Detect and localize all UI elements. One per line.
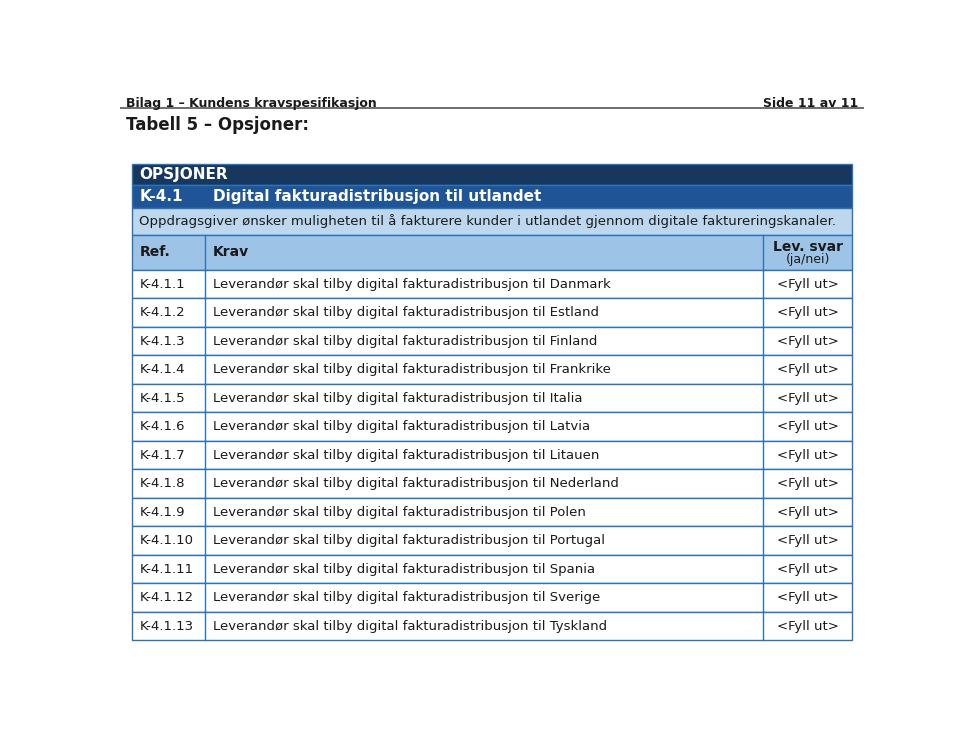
Bar <box>132 209 852 234</box>
Text: Leverandør skal tilby digital fakturadistribusjon til Tyskland: Leverandør skal tilby digital fakturadis… <box>213 620 607 633</box>
Text: Leverandør skal tilby digital fakturadistribusjon til Italia: Leverandør skal tilby digital fakturadis… <box>213 392 583 404</box>
Bar <box>132 413 852 441</box>
Text: K-4.1.10: K-4.1.10 <box>139 534 193 547</box>
Bar <box>132 555 852 583</box>
Text: Digital fakturadistribusjon til utlandet: Digital fakturadistribusjon til utlandet <box>213 189 541 204</box>
Bar <box>132 186 852 209</box>
Bar <box>132 470 852 498</box>
Text: Lev. svar: Lev. svar <box>773 240 843 254</box>
Text: <Fyll ut>: <Fyll ut> <box>777 591 839 604</box>
Text: K-4.1.13: K-4.1.13 <box>139 620 194 633</box>
Text: Leverandør skal tilby digital fakturadistribusjon til Finland: Leverandør skal tilby digital fakturadis… <box>213 335 597 348</box>
Text: <Fyll ut>: <Fyll ut> <box>777 505 839 519</box>
Bar <box>132 355 852 384</box>
Text: Leverandør skal tilby digital fakturadistribusjon til Litauen: Leverandør skal tilby digital fakturadis… <box>213 449 599 462</box>
Text: Leverandør skal tilby digital fakturadistribusjon til Sverige: Leverandør skal tilby digital fakturadis… <box>213 591 600 604</box>
Bar <box>132 164 852 186</box>
Text: K-4.1.9: K-4.1.9 <box>139 505 185 519</box>
Text: Leverandør skal tilby digital fakturadistribusjon til Frankrike: Leverandør skal tilby digital fakturadis… <box>213 363 611 376</box>
Text: Leverandør skal tilby digital fakturadistribusjon til Estland: Leverandør skal tilby digital fakturadis… <box>213 306 599 319</box>
Bar <box>132 612 852 640</box>
Text: <Fyll ut>: <Fyll ut> <box>777 392 839 404</box>
Bar <box>132 441 852 470</box>
Bar <box>132 327 852 355</box>
Text: K-4.1.5: K-4.1.5 <box>139 392 185 404</box>
Text: <Fyll ut>: <Fyll ut> <box>777 306 839 319</box>
Bar <box>132 327 852 355</box>
Text: K-4.1.6: K-4.1.6 <box>139 420 185 433</box>
Bar <box>132 384 852 413</box>
Text: Oppdragsgiver ønsker muligheten til å fakturere kunder i utlandet gjennom digita: Oppdragsgiver ønsker muligheten til å fa… <box>139 214 836 229</box>
Text: OPSJONER: OPSJONER <box>139 167 228 182</box>
Bar <box>132 441 852 470</box>
Text: Krav: Krav <box>213 246 250 259</box>
Text: <Fyll ut>: <Fyll ut> <box>777 420 839 433</box>
Text: Leverandør skal tilby digital fakturadistribusjon til Spania: Leverandør skal tilby digital fakturadis… <box>213 562 595 576</box>
Bar <box>132 270 852 298</box>
Bar <box>132 298 852 327</box>
Bar <box>132 413 852 441</box>
Text: K-4.1.11: K-4.1.11 <box>139 562 194 576</box>
Text: (ja/nei): (ja/nei) <box>785 253 830 266</box>
Text: Leverandør skal tilby digital fakturadistribusjon til Polen: Leverandør skal tilby digital fakturadis… <box>213 505 586 519</box>
Text: Leverandør skal tilby digital fakturadistribusjon til Latvia: Leverandør skal tilby digital fakturadis… <box>213 420 590 433</box>
Text: <Fyll ut>: <Fyll ut> <box>777 477 839 490</box>
Bar <box>132 298 852 327</box>
Text: K-4.1.7: K-4.1.7 <box>139 449 185 462</box>
Text: K-4.1.8: K-4.1.8 <box>139 477 185 490</box>
Bar <box>132 384 852 413</box>
Bar <box>132 234 852 270</box>
Text: <Fyll ut>: <Fyll ut> <box>777 335 839 348</box>
Text: <Fyll ut>: <Fyll ut> <box>777 363 839 376</box>
Text: <Fyll ut>: <Fyll ut> <box>777 620 839 633</box>
Text: Leverandør skal tilby digital fakturadistribusjon til Nederland: Leverandør skal tilby digital fakturadis… <box>213 477 619 490</box>
Bar <box>132 583 852 612</box>
Text: K-4.1.3: K-4.1.3 <box>139 335 185 348</box>
Bar <box>132 526 852 555</box>
Text: <Fyll ut>: <Fyll ut> <box>777 449 839 462</box>
Bar <box>132 555 852 583</box>
Bar <box>132 470 852 498</box>
Bar <box>132 583 852 612</box>
Text: K-4.1.1: K-4.1.1 <box>139 278 185 291</box>
Text: <Fyll ut>: <Fyll ut> <box>777 562 839 576</box>
Bar <box>132 234 852 270</box>
Text: Leverandør skal tilby digital fakturadistribusjon til Portugal: Leverandør skal tilby digital fakturadis… <box>213 534 605 547</box>
Text: K-4.1: K-4.1 <box>139 189 182 204</box>
Text: Bilag 1 – Kundens kravspesifikasjon: Bilag 1 – Kundens kravspesifikasjon <box>126 96 377 110</box>
Bar <box>132 186 852 209</box>
Text: <Fyll ut>: <Fyll ut> <box>777 278 839 291</box>
Text: Ref.: Ref. <box>139 246 170 259</box>
Bar <box>132 270 852 298</box>
Bar <box>132 612 852 640</box>
Bar <box>132 164 852 186</box>
Bar <box>132 498 852 526</box>
Text: <Fyll ut>: <Fyll ut> <box>777 534 839 547</box>
Text: K-4.1.12: K-4.1.12 <box>139 591 194 604</box>
Bar <box>132 526 852 555</box>
Bar <box>132 498 852 526</box>
Text: Tabell 5 – Opsjoner:: Tabell 5 – Opsjoner: <box>126 116 309 134</box>
Text: K-4.1.2: K-4.1.2 <box>139 306 185 319</box>
Bar <box>132 209 852 234</box>
Bar <box>132 355 852 384</box>
Text: K-4.1.4: K-4.1.4 <box>139 363 185 376</box>
Text: Leverandør skal tilby digital fakturadistribusjon til Danmark: Leverandør skal tilby digital fakturadis… <box>213 278 611 291</box>
Text: Side 11 av 11: Side 11 av 11 <box>762 96 858 110</box>
